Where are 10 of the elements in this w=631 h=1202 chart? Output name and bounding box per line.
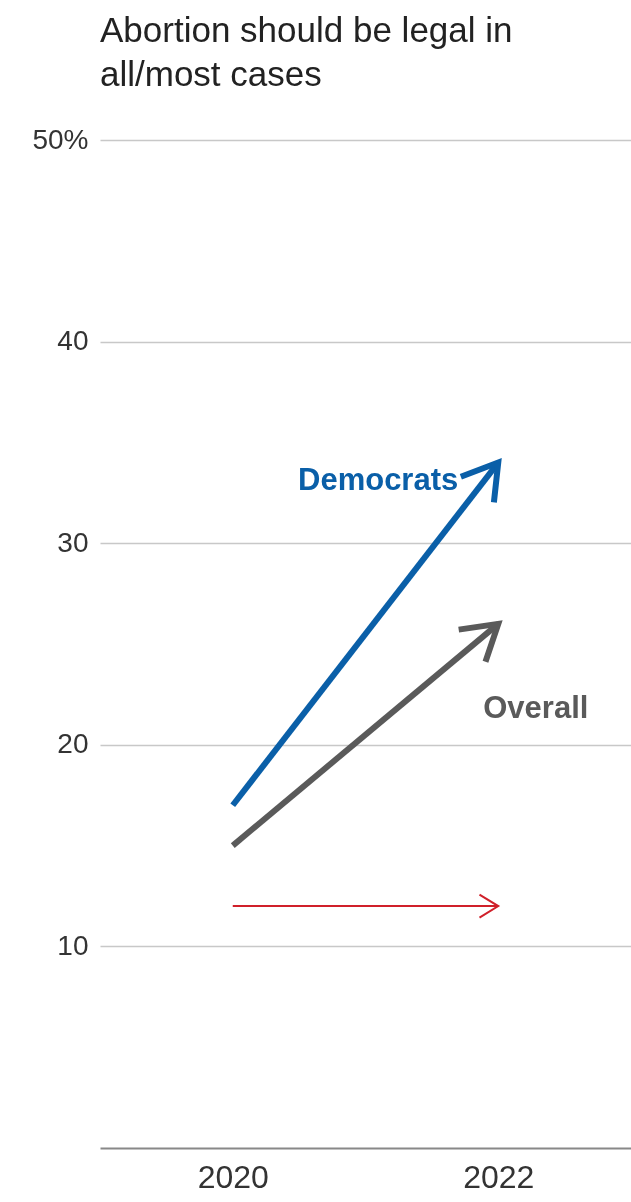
chart-title: Abortion should be legal in all/most cases	[100, 9, 514, 95]
y-tick-label: 30	[57, 526, 89, 558]
y-tick-label: 40	[57, 325, 89, 357]
legend-label: Democrats	[298, 461, 459, 497]
y-tick-label: 10	[57, 929, 89, 961]
y-tick-label: 20	[57, 728, 89, 760]
x-tick-label: 2022	[463, 1158, 535, 1195]
y-tick-label: 50%	[32, 123, 89, 155]
x-tick-label: 2020	[197, 1158, 269, 1195]
series-label: Overall	[483, 689, 589, 725]
